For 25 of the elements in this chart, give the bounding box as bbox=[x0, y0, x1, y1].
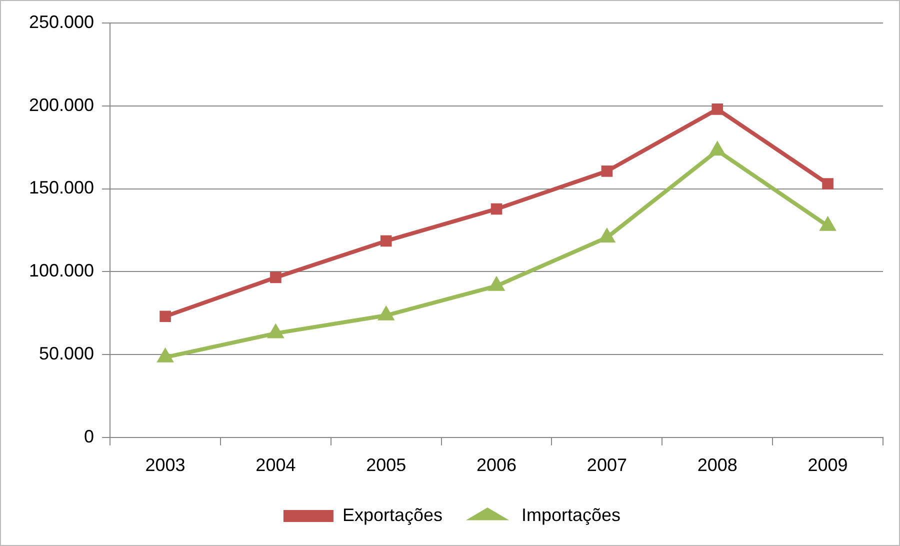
y-tick-label: 0 bbox=[84, 426, 94, 446]
point bbox=[490, 203, 502, 215]
point bbox=[712, 104, 724, 115]
point bbox=[380, 235, 392, 247]
legend-label: Exportações bbox=[342, 504, 443, 525]
y-tick-label: 150.000 bbox=[28, 178, 94, 198]
point bbox=[819, 216, 836, 231]
x-tick-label: 2005 bbox=[366, 455, 406, 476]
y-tick-label: 200.000 bbox=[28, 94, 94, 115]
x-tick-label: 2004 bbox=[256, 455, 296, 476]
point bbox=[377, 305, 395, 320]
point bbox=[267, 323, 284, 338]
x-tick-label: 2009 bbox=[808, 455, 848, 476]
x-tick-label: 2008 bbox=[697, 455, 738, 476]
x-tick-label: 2007 bbox=[586, 455, 627, 476]
y-tick-label: 250.000 bbox=[28, 12, 94, 32]
y-tick-label: 50.000 bbox=[39, 343, 94, 364]
x-tick-label: 2003 bbox=[145, 455, 186, 476]
x-tick-label: 2006 bbox=[476, 455, 517, 476]
point bbox=[601, 166, 613, 177]
y-tick-label: 100.000 bbox=[28, 260, 94, 281]
point bbox=[156, 347, 174, 362]
legend-label: Importações bbox=[522, 504, 621, 525]
point bbox=[488, 276, 506, 291]
point bbox=[822, 178, 834, 190]
